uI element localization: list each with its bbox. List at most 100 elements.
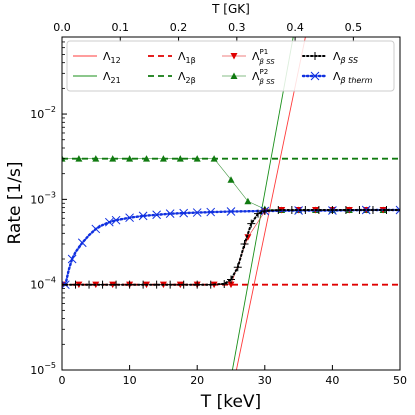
data-point (126, 155, 134, 162)
data-point (240, 239, 249, 248)
data-point (139, 280, 148, 289)
series-4 (62, 207, 387, 289)
data-point (382, 206, 391, 215)
data-point (328, 206, 337, 215)
data-point (301, 206, 310, 215)
data-point (71, 280, 80, 289)
top-x-axis-label: T [GK] (211, 2, 250, 16)
series-line (235, 37, 306, 370)
data-point (159, 155, 167, 162)
legend-entry-3: Λ2β (148, 70, 196, 85)
data-point (62, 281, 66, 289)
data-point (112, 280, 121, 289)
x-tick-label: 0 (59, 374, 66, 387)
series-6 (62, 206, 400, 289)
y-tick-label: 10−4 (30, 276, 56, 292)
data-point (91, 224, 101, 234)
legend-entry-5: ΛP2 β SS (222, 68, 275, 86)
data-point (244, 197, 252, 205)
data-point (143, 155, 150, 162)
series-line (231, 37, 294, 370)
data-point (244, 234, 252, 241)
data-point (233, 263, 242, 272)
y-tick-label: 10−2 (30, 105, 56, 121)
legend-entry-2: Λ1β (148, 50, 196, 65)
legend-entry-7: Λβ therm (301, 70, 373, 85)
legend-marker (310, 71, 320, 81)
data-point (396, 206, 400, 215)
series-1 (231, 37, 294, 370)
x-tick-label: 10 (123, 374, 137, 387)
data-point (368, 206, 377, 215)
legend-entry-4: ΛP1 β SS (222, 48, 275, 66)
y-tick-label: 10−5 (30, 361, 56, 377)
data-point (176, 155, 184, 162)
data-point (314, 206, 323, 215)
legend-label: Λ21 (103, 70, 121, 85)
x-axis-label: T [keV] (200, 392, 261, 412)
x-tick-label: 40 (325, 374, 339, 387)
data-point (179, 280, 188, 289)
data-point (75, 155, 83, 162)
data-point (287, 206, 296, 215)
data-point (227, 281, 235, 289)
data-point (227, 176, 235, 183)
top-x-tick-label: 0.0 (53, 21, 71, 34)
legend-marker (230, 72, 238, 79)
top-x-tick-label: 0.1 (112, 21, 130, 34)
legend-entry-0: Λ12 (73, 50, 121, 65)
legend: Λ12 Λ21 Λ1β Λ2β ΛP1 β SS ΛP2 β SS Λβ SS Λβ therm (66, 40, 395, 92)
data-point (165, 209, 175, 219)
data-point (104, 217, 114, 227)
top-x-tick-label: 0.4 (286, 21, 304, 34)
data-point (85, 280, 94, 289)
data-point (254, 209, 263, 218)
x-tick-label: 50 (393, 374, 407, 387)
top-x-tick-label: 0.5 (345, 21, 363, 34)
data-point (109, 155, 117, 162)
data-point (192, 208, 202, 217)
data-point (294, 206, 303, 215)
legend-label: ΛP2 β SS (252, 68, 275, 86)
data-point (166, 280, 175, 289)
y-tick-label: 10−3 (30, 190, 56, 206)
data-point (138, 211, 148, 221)
x-tick-label: 20 (190, 374, 204, 387)
data-point (77, 238, 87, 248)
data-point (247, 219, 256, 228)
data-point (355, 206, 364, 215)
y-axis-label: Rate [1/s] (5, 161, 25, 244)
data-point (226, 207, 236, 216)
series-layer (62, 37, 400, 370)
data-point (210, 155, 218, 162)
legend-label: ΛP1 β SS (252, 48, 275, 66)
legend-label: Λ12 (103, 50, 121, 65)
top-x-tick-label: 0.2 (170, 21, 188, 34)
data-point (125, 280, 134, 289)
legend-entry-1: Λ21 (73, 70, 121, 85)
series-0 (235, 37, 306, 370)
data-point (98, 280, 107, 289)
legend-label: Λβ SS (333, 50, 358, 65)
data-point (193, 155, 201, 162)
data-point (152, 280, 161, 289)
legend-label: Λ2β (178, 70, 196, 85)
data-point (179, 208, 189, 218)
data-point (111, 215, 121, 225)
series-line (62, 158, 384, 211)
axes-layer: 0 10 20 30 40 50 0.0 0.1 0.2 0.3 0.4 0.5 10−5 10−4 10−… (30, 21, 407, 387)
series-5 (62, 155, 387, 214)
data-point (152, 210, 161, 220)
x-tick-label: 30 (258, 374, 272, 387)
top-x-tick-label: 0.3 (228, 21, 246, 34)
legend-label: Λ1β (178, 50, 196, 65)
data-point (125, 213, 134, 223)
data-point (193, 280, 202, 289)
legend-label: Λβ therm (333, 70, 373, 85)
data-point (67, 254, 77, 264)
legend-entry-6: Λβ SS (302, 50, 358, 65)
data-point (92, 155, 100, 162)
legend-marker (311, 52, 319, 60)
data-point (260, 207, 269, 216)
